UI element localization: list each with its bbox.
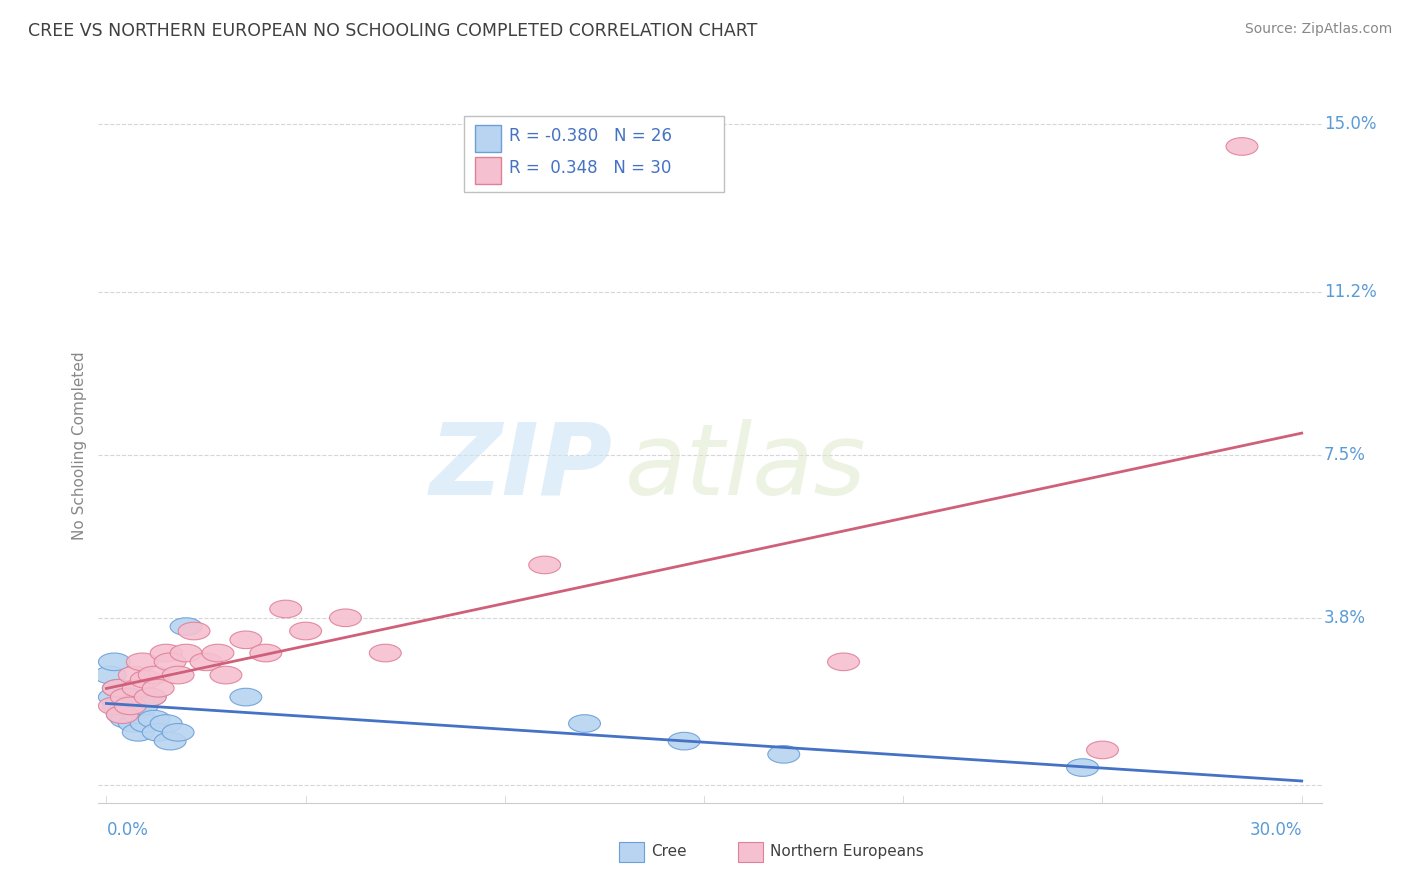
Ellipse shape: [122, 723, 155, 741]
Ellipse shape: [179, 623, 209, 640]
Ellipse shape: [98, 689, 131, 706]
Ellipse shape: [162, 666, 194, 684]
Ellipse shape: [202, 644, 233, 662]
Ellipse shape: [114, 689, 146, 706]
Ellipse shape: [118, 714, 150, 732]
Ellipse shape: [111, 689, 142, 706]
Text: 30.0%: 30.0%: [1249, 821, 1302, 838]
Ellipse shape: [98, 653, 131, 671]
Text: atlas: atlas: [624, 419, 866, 516]
Ellipse shape: [111, 697, 142, 714]
Ellipse shape: [162, 723, 194, 741]
Y-axis label: No Schooling Completed: No Schooling Completed: [72, 351, 87, 541]
Ellipse shape: [668, 732, 700, 750]
Text: 3.8%: 3.8%: [1324, 609, 1367, 627]
Ellipse shape: [135, 689, 166, 706]
Ellipse shape: [122, 706, 155, 723]
Ellipse shape: [190, 653, 222, 671]
Ellipse shape: [529, 556, 561, 574]
Ellipse shape: [107, 706, 138, 723]
Ellipse shape: [155, 653, 186, 671]
Text: R = -0.380   N = 26: R = -0.380 N = 26: [509, 127, 672, 145]
Ellipse shape: [370, 644, 401, 662]
Ellipse shape: [138, 666, 170, 684]
Ellipse shape: [231, 631, 262, 648]
Text: Source: ZipAtlas.com: Source: ZipAtlas.com: [1244, 22, 1392, 37]
Ellipse shape: [138, 710, 170, 728]
Ellipse shape: [103, 680, 135, 697]
Ellipse shape: [768, 746, 800, 764]
Ellipse shape: [270, 600, 302, 618]
Ellipse shape: [170, 644, 202, 662]
Ellipse shape: [94, 666, 127, 684]
Ellipse shape: [131, 714, 162, 732]
Ellipse shape: [114, 697, 146, 714]
Ellipse shape: [103, 680, 135, 697]
Ellipse shape: [290, 623, 322, 640]
Ellipse shape: [131, 671, 162, 689]
Ellipse shape: [142, 723, 174, 741]
Text: 0.0%: 0.0%: [107, 821, 148, 838]
Ellipse shape: [135, 689, 166, 706]
Ellipse shape: [329, 609, 361, 626]
Ellipse shape: [155, 732, 186, 750]
Ellipse shape: [1067, 759, 1098, 776]
Ellipse shape: [98, 697, 131, 714]
Ellipse shape: [150, 644, 183, 662]
Ellipse shape: [209, 666, 242, 684]
Ellipse shape: [828, 653, 859, 671]
Text: ZIP: ZIP: [429, 419, 612, 516]
Ellipse shape: [231, 689, 262, 706]
Ellipse shape: [111, 710, 142, 728]
Ellipse shape: [142, 680, 174, 697]
Ellipse shape: [250, 644, 281, 662]
Text: 15.0%: 15.0%: [1324, 115, 1376, 134]
Ellipse shape: [1087, 741, 1118, 759]
Text: 7.5%: 7.5%: [1324, 446, 1367, 464]
Text: CREE VS NORTHERN EUROPEAN NO SCHOOLING COMPLETED CORRELATION CHART: CREE VS NORTHERN EUROPEAN NO SCHOOLING C…: [28, 22, 758, 40]
Ellipse shape: [1226, 137, 1258, 155]
Ellipse shape: [127, 653, 159, 671]
Text: 11.2%: 11.2%: [1324, 283, 1376, 301]
Ellipse shape: [103, 697, 135, 714]
Ellipse shape: [107, 706, 138, 723]
Ellipse shape: [150, 714, 183, 732]
Ellipse shape: [568, 714, 600, 732]
Ellipse shape: [127, 697, 159, 714]
Text: R =  0.348   N = 30: R = 0.348 N = 30: [509, 159, 671, 177]
Text: Northern Europeans: Northern Europeans: [770, 845, 924, 859]
Ellipse shape: [122, 680, 155, 697]
Ellipse shape: [118, 666, 150, 684]
Text: Cree: Cree: [651, 845, 686, 859]
Ellipse shape: [170, 618, 202, 635]
